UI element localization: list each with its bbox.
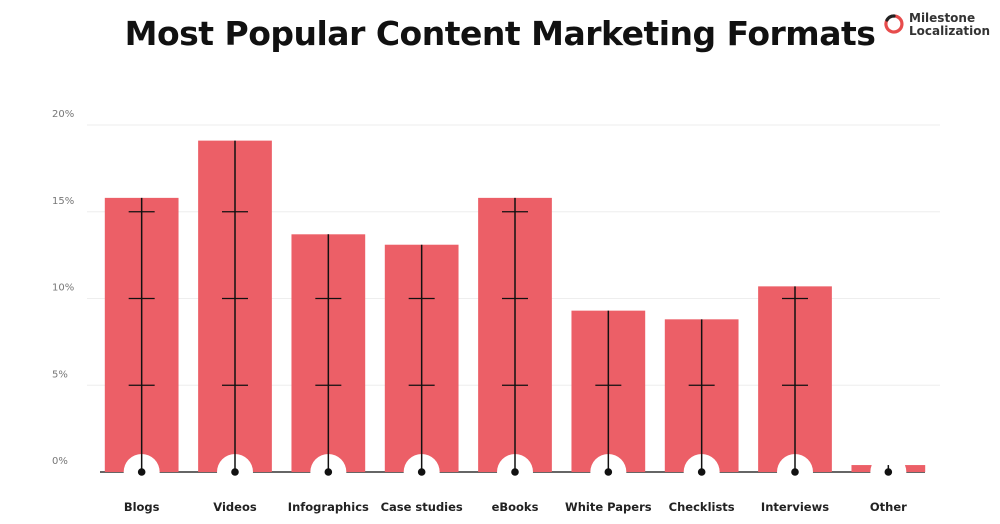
- logo-ring-icon: [884, 14, 904, 34]
- y-tick-label: 20%: [52, 109, 74, 120]
- bar-base-dot: [417, 468, 426, 476]
- y-tick-label: 0%: [52, 456, 68, 467]
- bars: [104, 140, 926, 490]
- chart-title: Most Popular Content Marketing Formats: [124, 14, 876, 53]
- y-tick-label: 10%: [52, 283, 74, 294]
- category-label: Blogs: [124, 500, 160, 514]
- brand-logo: Milestone Localization: [884, 12, 990, 38]
- y-tick-label: 15%: [52, 196, 74, 207]
- category-label: Case studies: [381, 500, 463, 514]
- bar-base-dot: [231, 468, 239, 476]
- bar-base-dot: [137, 468, 146, 476]
- category-label: Checklists: [669, 500, 735, 514]
- category-label: Videos: [213, 500, 257, 514]
- bar-base-dot: [697, 468, 706, 476]
- category-label: eBooks: [492, 500, 539, 514]
- bar-base-dot: [604, 468, 613, 476]
- category-label: Interviews: [761, 500, 829, 514]
- bar-base-dot: [324, 468, 333, 476]
- labels: 0% 5% 10% 15% 20% Blogs Videos Infographics Case…: [52, 109, 907, 514]
- bar-base-dot: [791, 468, 799, 476]
- bar-base-dot: [511, 468, 519, 476]
- category-label: Other: [870, 500, 907, 514]
- brand-name-line2: Localization: [909, 24, 991, 38]
- brand-name-line1: Milestone: [909, 11, 976, 25]
- bar-base-dot: [884, 468, 893, 476]
- y-tick-label: 5%: [52, 369, 68, 380]
- category-label: Infographics: [288, 500, 369, 514]
- category-label: White Papers: [565, 500, 652, 514]
